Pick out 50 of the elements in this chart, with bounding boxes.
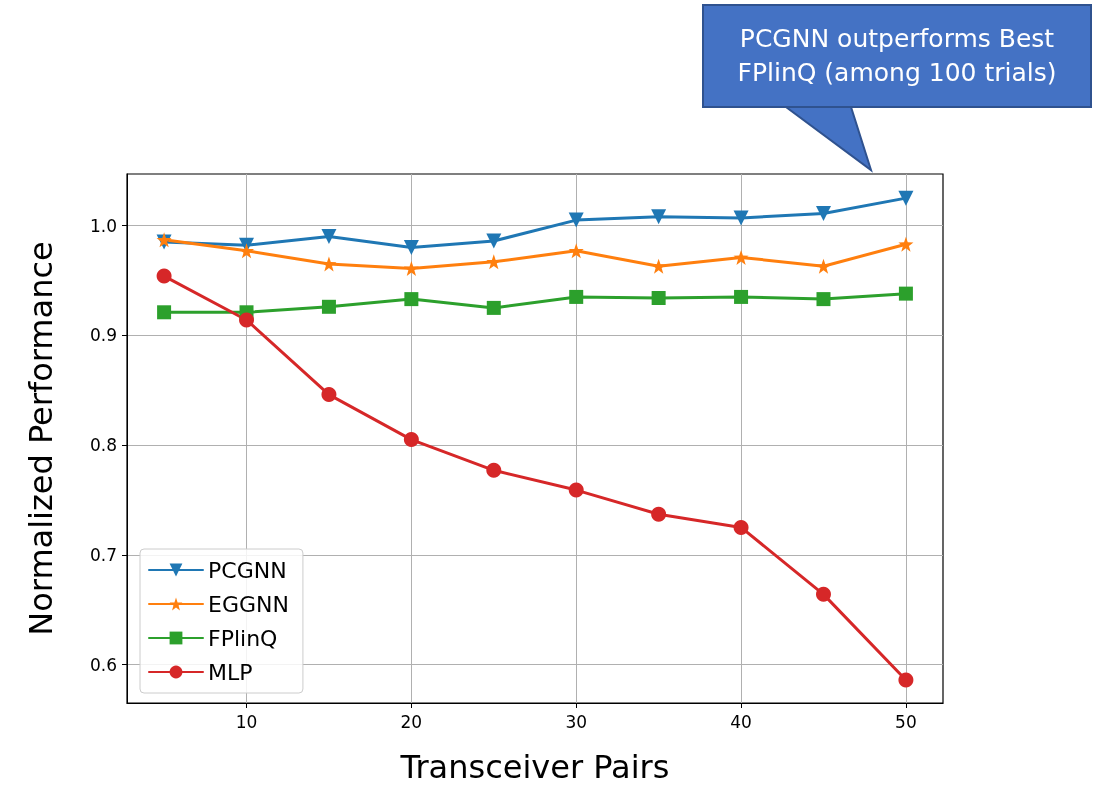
point [733,210,749,226]
x-tick-label: 10 [235,711,258,732]
point [321,387,337,403]
legend-label: PCGNN [208,557,287,583]
point [156,268,172,284]
y-tick-label: 0.8 [89,435,117,456]
point [403,260,419,276]
legend-label: FPlinQ [208,625,278,651]
point [568,212,584,228]
point [898,236,914,252]
point [239,312,255,328]
y-axis-title: Normalized Performance [22,241,60,636]
point [486,233,502,249]
point [816,586,831,602]
point [651,209,667,225]
x-tick-label: 30 [565,711,588,732]
y-tick-label: 0.6 [89,654,117,675]
point [321,299,336,314]
point [816,292,831,307]
y-tick-label: 1.0 [89,215,117,236]
point [815,258,831,274]
point [403,432,419,448]
point [239,243,255,259]
point [898,672,914,688]
y-tick-label: 0.9 [89,325,117,346]
point [733,249,749,265]
point [733,519,749,535]
point [651,258,667,274]
point [486,300,501,315]
point [898,190,914,206]
point [404,292,419,307]
point [403,240,419,256]
legend-label: MLP [208,659,253,685]
point [651,506,667,522]
x-tick-label: 20 [400,711,423,732]
point [568,482,584,498]
point [321,229,337,245]
x-axis-title: Transceiver Pairs [399,748,670,786]
point [815,206,831,222]
x-tick-label: 40 [730,711,752,732]
y-tick-label: 0.7 [89,544,117,565]
point [734,289,749,304]
legend-label: EGGNN [208,591,289,617]
point [569,289,584,304]
point [486,462,502,478]
point [651,291,666,306]
x-tick-label: 50 [895,711,917,732]
point [898,286,913,301]
point [157,305,172,320]
point [568,243,584,259]
